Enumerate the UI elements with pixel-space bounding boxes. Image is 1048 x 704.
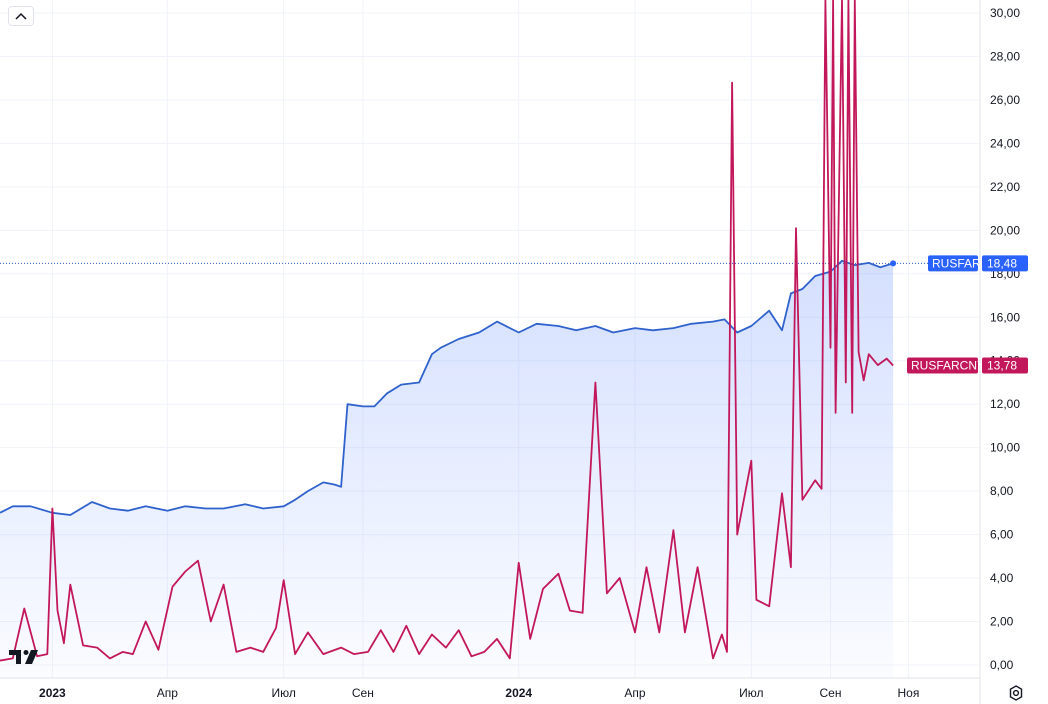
gear-icon [1009,685,1023,701]
y-tick-label: 12,00 [990,397,1020,411]
y-tick-label: 20,00 [990,223,1020,237]
tradingview-logo-icon [9,648,41,666]
y-tick-label: 8,00 [990,484,1014,498]
rusfar-name-label: RUSFAR [932,256,981,270]
y-tick-label: 22,00 [990,180,1020,194]
x-tick-label: 2024 [505,686,532,700]
x-tick-label: Июл [271,686,295,700]
series-lines [0,0,980,662]
y-tick-label: 2,00 [990,615,1014,629]
x-tick-label: Сен [352,686,374,700]
rusfarcny-name-label: RUSFARCNY [911,359,985,373]
time-axis[interactable]: 2023 Апр Июл Сен 2024 Апр Июл Сен Ноя [39,686,919,700]
rusfar-name-badge: RUSFAR [928,255,981,272]
y-tick-label: 26,00 [990,93,1020,107]
rusfar-area-fill [0,260,894,678]
rusfar-area [0,260,894,678]
y-tick-label: 6,00 [990,528,1014,542]
y-tick-label: 10,00 [990,441,1020,455]
chevron-up-icon [15,12,27,20]
y-tick-label: 0,00 [990,658,1014,672]
y-tick-label: 30,00 [990,6,1020,20]
x-tick-label: Сен [820,686,842,700]
y-tick-label: 24,00 [990,136,1020,150]
x-tick-label: Июл [739,686,763,700]
x-tick-label: 2023 [39,686,66,700]
collapse-button[interactable] [8,6,34,26]
y-tick-label: 4,00 [990,571,1014,585]
settings-button[interactable] [1005,682,1027,704]
x-tick-label: Апр [624,686,646,700]
rusfar-value-badge: 18,48 [982,255,1028,272]
rusfarcny-value-badge: 13,78 [982,357,1028,374]
rusfar-last-point [890,260,897,267]
rusfarcny-value-label: 13,78 [987,359,1017,373]
y-tick-label: 16,00 [990,310,1020,324]
price-axis[interactable]: 0,002,004,006,008,0010,0012,0014,0016,00… [990,6,1020,672]
x-tick-label: Ноя [898,686,920,700]
y-tick-label: 28,00 [990,50,1020,64]
last-value-badges: RUSFAR 18,48 RUSFARCNY 13,78 [907,255,1028,374]
rusfarcny-name-badge: RUSFARCNY [907,357,985,374]
x-tick-label: Апр [157,686,179,700]
rusfar-value-label: 18,48 [987,256,1017,270]
